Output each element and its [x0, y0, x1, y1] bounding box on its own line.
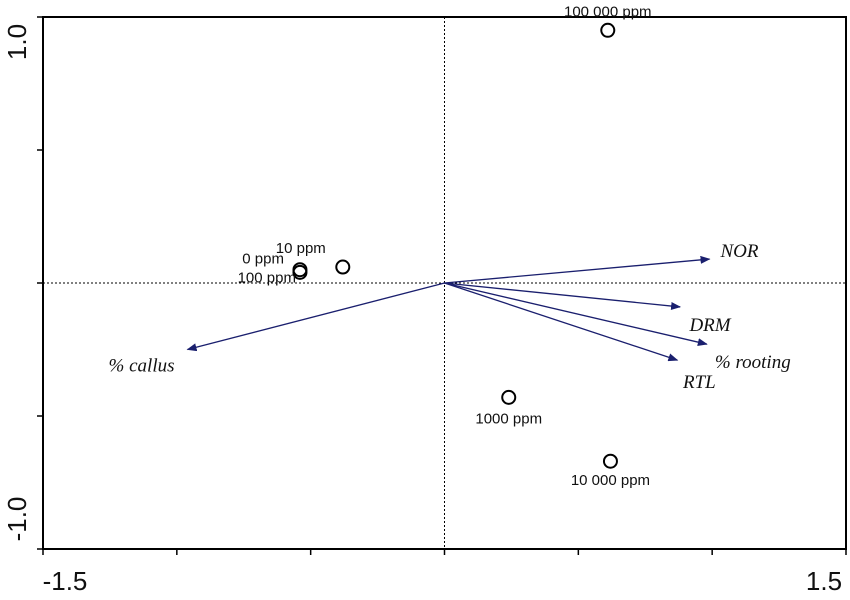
vector-label: DRM: [688, 315, 731, 336]
sample-point-label: 1000 ppm: [475, 410, 542, 427]
loading-vector: [444, 255, 711, 284]
sample-point-label: 100 000 ppm: [564, 3, 652, 20]
x-tick-label: 1.5: [806, 566, 842, 596]
sample-point: [501, 389, 517, 405]
sample-point: [335, 259, 351, 275]
sample-point-label: 0 ppm: [242, 251, 284, 268]
sample-point-label: 100 ppm: [238, 269, 296, 286]
sample-point-label: 10 000 ppm: [571, 472, 650, 489]
vector-label: RTL: [682, 372, 716, 393]
y-tick-label: -1.0: [2, 497, 32, 542]
sample-point: [602, 453, 618, 469]
y-tick-label: 1.0: [2, 24, 32, 60]
loading-vector: [444, 282, 682, 311]
vector-label: % callus: [109, 356, 175, 377]
sample-point: [292, 264, 308, 280]
vector-label: % rooting: [715, 352, 791, 373]
loading-vector: [444, 282, 708, 347]
sample-point-label: 10 ppm: [276, 240, 326, 257]
vector-label: NOR: [719, 241, 758, 262]
loading-vector: [444, 282, 679, 362]
sample-point: [600, 22, 616, 38]
loading-vector: [186, 282, 445, 352]
x-tick-label: -1.5: [43, 566, 88, 596]
